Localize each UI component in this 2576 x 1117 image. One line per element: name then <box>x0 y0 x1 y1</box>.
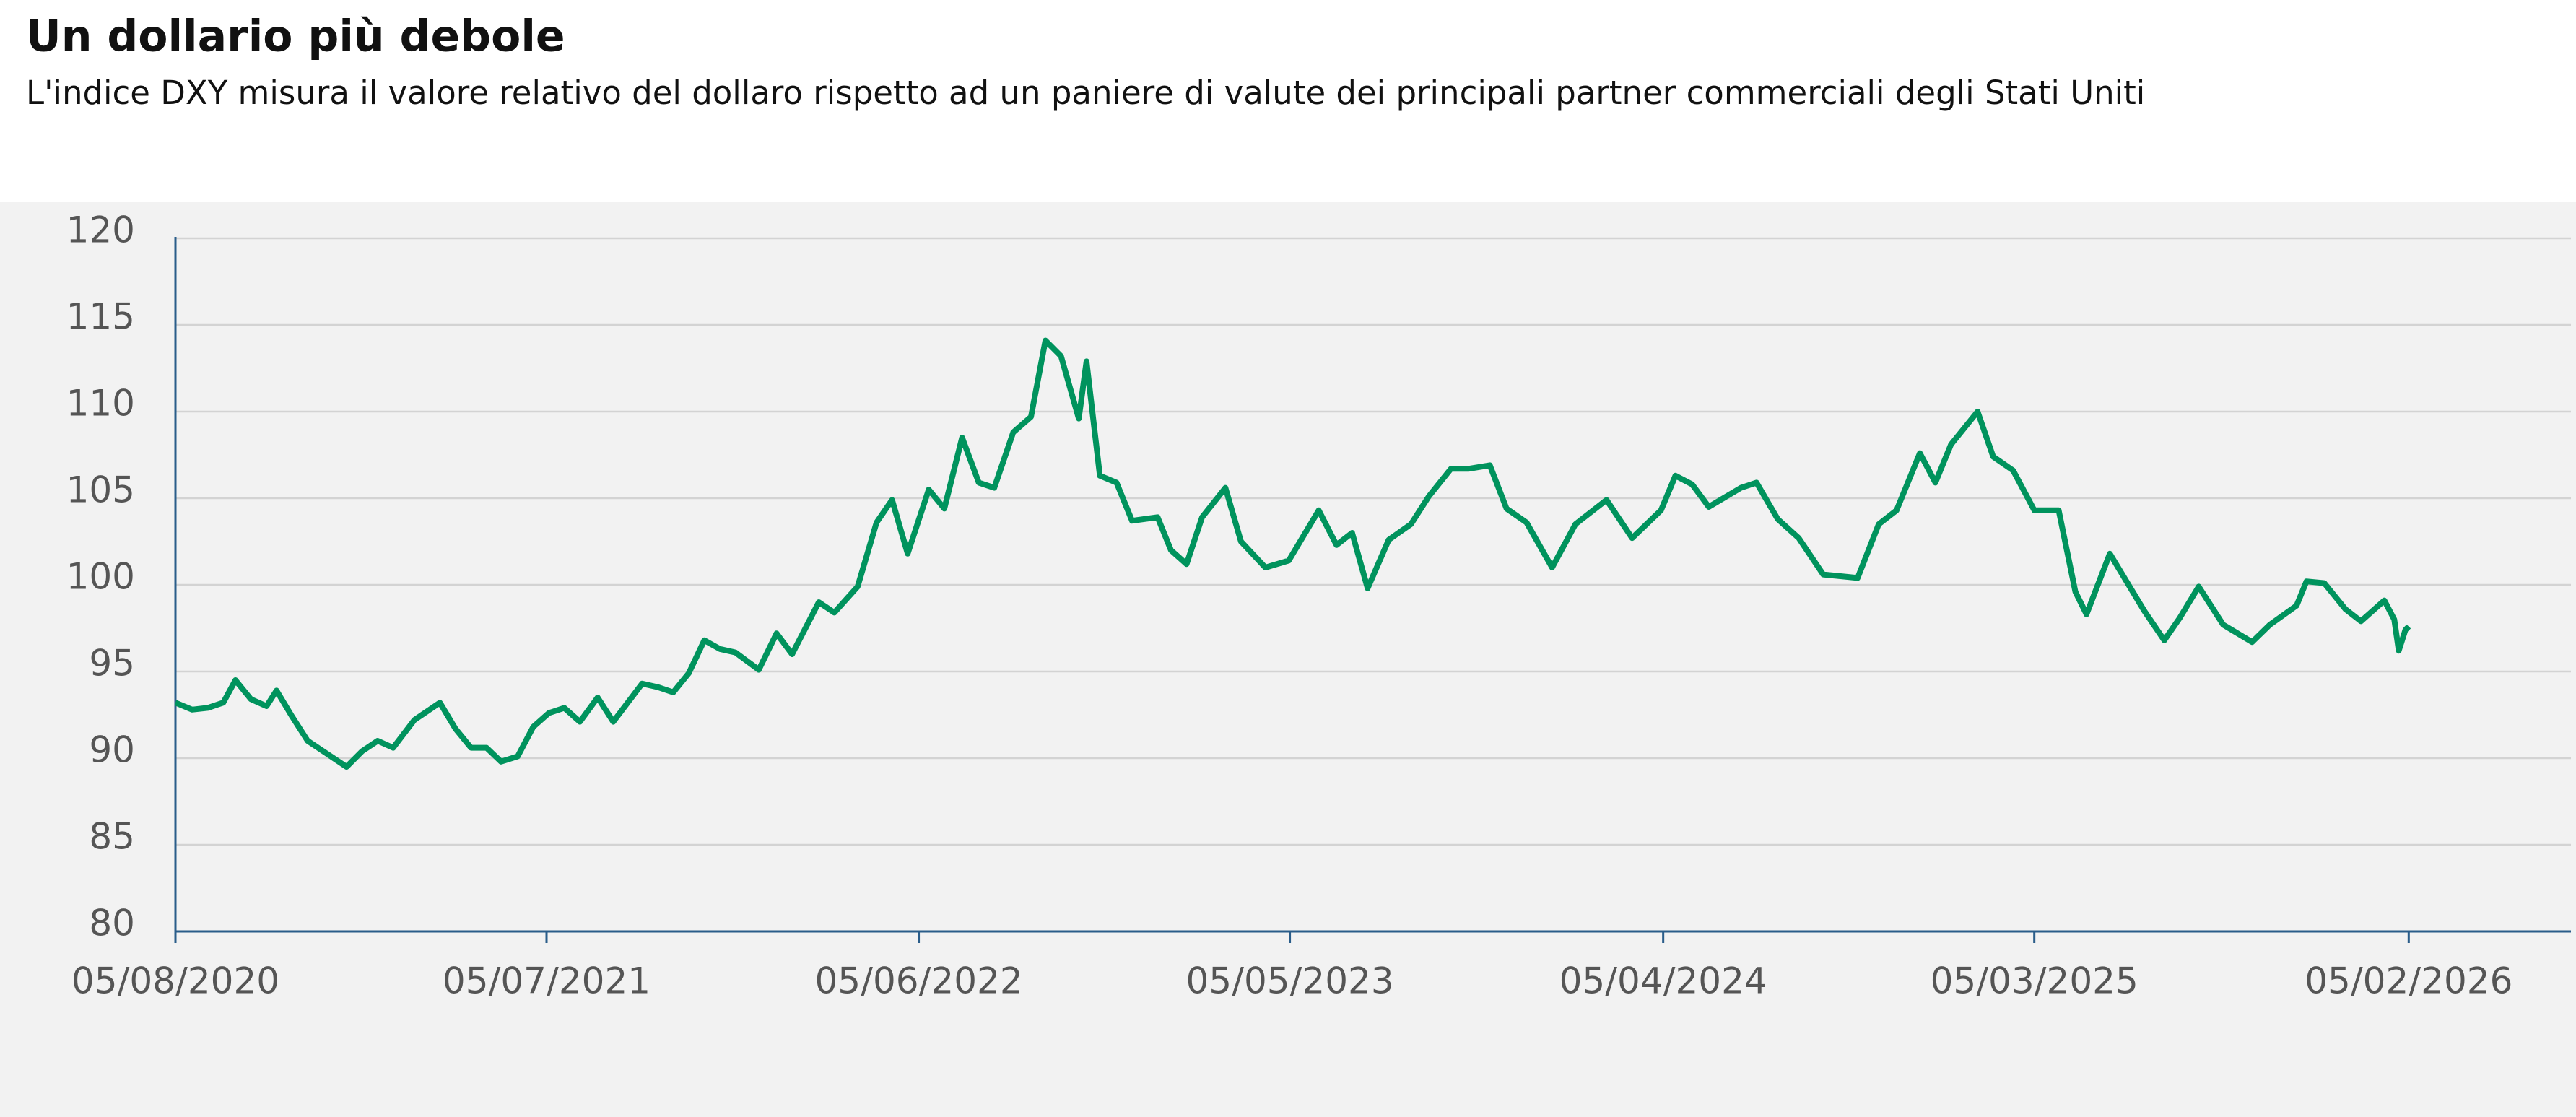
chart-title: Un dollario più debole <box>26 12 565 62</box>
x-tick-label: 05/02/2026 <box>2305 960 2512 1002</box>
y-tick-label: 120 <box>66 209 135 251</box>
y-tick-label: 80 <box>89 903 135 944</box>
plot-bg <box>0 202 2576 1117</box>
y-tick-label: 105 <box>66 469 135 511</box>
x-tick-label: 05/08/2020 <box>71 960 279 1002</box>
x-tick-label: 05/03/2025 <box>1931 960 2138 1002</box>
x-tick-label: 05/07/2021 <box>443 960 650 1002</box>
header-bg <box>0 0 2576 202</box>
y-tick-label: 115 <box>66 296 135 338</box>
x-tick-label: 05/04/2024 <box>1559 960 1767 1002</box>
data-line <box>174 337 2411 770</box>
y-tick-label: 100 <box>66 556 135 598</box>
y-tick-label: 110 <box>66 383 135 425</box>
y-tick-label: 95 <box>89 643 135 684</box>
y-tick-label: 85 <box>89 816 135 858</box>
x-tick-label: 05/06/2022 <box>814 960 1022 1002</box>
chart-subtitle: L'indice DXY misura il valore relativo d… <box>26 74 2145 112</box>
y-tick-label: 90 <box>89 729 135 771</box>
x-tick-label: 05/05/2023 <box>1185 960 1393 1002</box>
